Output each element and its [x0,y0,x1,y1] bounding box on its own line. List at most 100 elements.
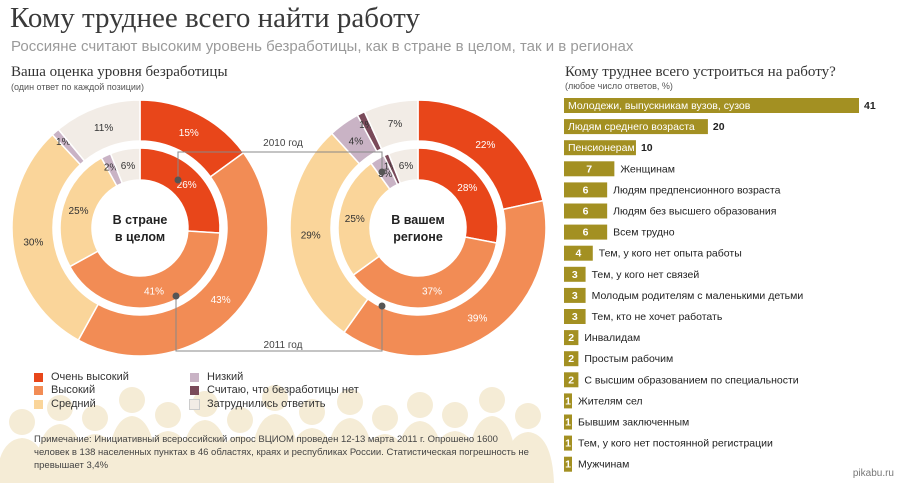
bar-category-label: Людям среднего возраста [568,121,695,133]
outer-slice-label: 22% [475,140,495,151]
bar-value-label: 20 [713,121,725,133]
legend-swatch [189,398,200,410]
bar-value-label: 3 [572,311,578,323]
inner-slice-label: 6% [121,161,136,172]
outer-slice-label: 11% [94,123,113,134]
bar-category-label: Всем трудно [613,227,675,239]
donut-center [94,182,186,274]
bar-value-label: 7 [586,163,592,175]
bar-category-label: Простым рабочим [584,353,673,365]
bar-category-label: Людям без высшего образования [613,206,776,218]
donut-center-label: регионе [393,230,443,244]
legend-label: Считаю, что безработицы нет [207,384,359,396]
connector-2011 [175,296,383,352]
bar [564,161,615,177]
year-label-2011: 2011 год [264,340,303,351]
bar-chart: Молодежи, выпускникам вузов, сузов 41Людя… [564,98,876,472]
bar [564,330,579,346]
outer-slice-1 [343,199,547,357]
outer-slice-2 [289,132,369,334]
inner-slice-1 [352,236,498,309]
outer-slice-label: 15% [179,128,199,139]
connector-dot [378,302,386,310]
bar-value-label: 6 [583,206,589,218]
legend-swatch [34,385,43,395]
legend-label: Средний [51,398,96,410]
outer-slice-label: 29% [301,231,321,242]
inner-slice-label: 37% [422,286,442,297]
bar [564,203,608,219]
watermark: pikabu.ru [852,468,894,479]
inner-slice-5 [387,147,419,185]
inner-slice-label: 1% [384,162,399,173]
bar [564,351,579,367]
footnote: Примечание: Инициативный всероссийский о… [34,434,529,471]
inner-slice-label: 25% [345,214,365,225]
year-label-2010: 2010 год [263,138,303,149]
bar-category-label: Инвалидам [584,332,640,344]
bar-value-label: 1 [565,459,571,471]
inner-slice-label: 26% [177,180,197,191]
bar-value-label: 4 [575,248,581,260]
connector-dot [378,168,386,176]
outer-slice-label: 39% [467,314,487,325]
bar-value-label: 2 [568,353,574,365]
legend-label: Затруднились ответить [207,398,326,410]
bar-value-label: 10 [641,142,653,154]
connector-2010 [177,151,383,180]
bar [564,245,593,261]
bar [564,372,579,388]
bar [564,287,586,303]
donut-center-label: В стране [113,213,168,227]
bar-value-label: 1 [565,438,571,450]
inner-slice-1 [68,230,221,309]
donut-country: 15% 43% 30% 1% 11% 26% 41% 25% 2% 6% В стране в цел… [11,99,269,357]
legend-item: Высокий [34,384,95,396]
bar [564,98,859,113]
legend-item: Затруднились ответить [189,398,326,410]
bar-category-label: Молодым родителям с маленькими детьми [592,290,804,302]
outer-slice-label: 1% [56,137,71,148]
inner-slice-label: 25% [69,206,89,217]
outer-slice-label: 43% [211,295,231,306]
page-title: Кому труднее всего найти работу [10,2,420,34]
bar-category-label: Тем, у кого нет связей [592,269,700,281]
bar [564,435,572,451]
silhouette-person [502,403,554,483]
bar [564,309,586,324]
bar [564,224,608,240]
year-connectors: 2010 год 2011 год [172,138,386,352]
inner-slice-label: 3% [378,169,393,180]
outer-slice-label: 1% [359,120,374,131]
bar-section-heading: Кому труднее всего устроиться на работу? [565,64,836,80]
bar-value-label: 41 [864,100,876,112]
legend-label: Очень высокий [51,371,129,383]
inner-slice-label: 6% [399,161,414,172]
legend-swatch [34,372,43,382]
bar-category-label: Молодежи, выпускникам вузов, сузов [568,100,751,112]
inner-slice-5 [109,147,141,185]
donut-center [372,182,464,274]
outer-slice-label: 7% [388,119,403,130]
bar-value-label: 2 [568,332,574,344]
outer-slice-5 [57,99,141,163]
donut-section-note: (один ответ по каждой позиции) [11,82,144,92]
bar-category-label: Жителям сел [578,395,643,407]
inner-slice-label: 2% [104,162,119,173]
outer-slice-5 [363,99,419,150]
bar [564,140,636,156]
bar-category-label: Бывшим заключенным [578,417,689,429]
donut-center-label: в целом [115,230,165,244]
inner-slice-label: 41% [144,286,164,297]
bar-category-label: Людям предпенсионного возраста [613,184,780,196]
bar-value-label: 1 [565,417,571,429]
bar-category-label: Мужчинам [578,459,629,471]
outer-slice-label: 4% [349,136,364,147]
donut-section-heading: Ваша оценка уровня безработицы [11,64,228,80]
connector-dot [172,292,180,300]
bar [564,414,572,430]
bar-category-label: Женщинам [620,163,675,175]
page-subtitle: Россияне считают высоким уровень безрабо… [11,38,634,55]
inner-slice-label: 28% [457,183,477,194]
legend-swatch [34,399,43,409]
